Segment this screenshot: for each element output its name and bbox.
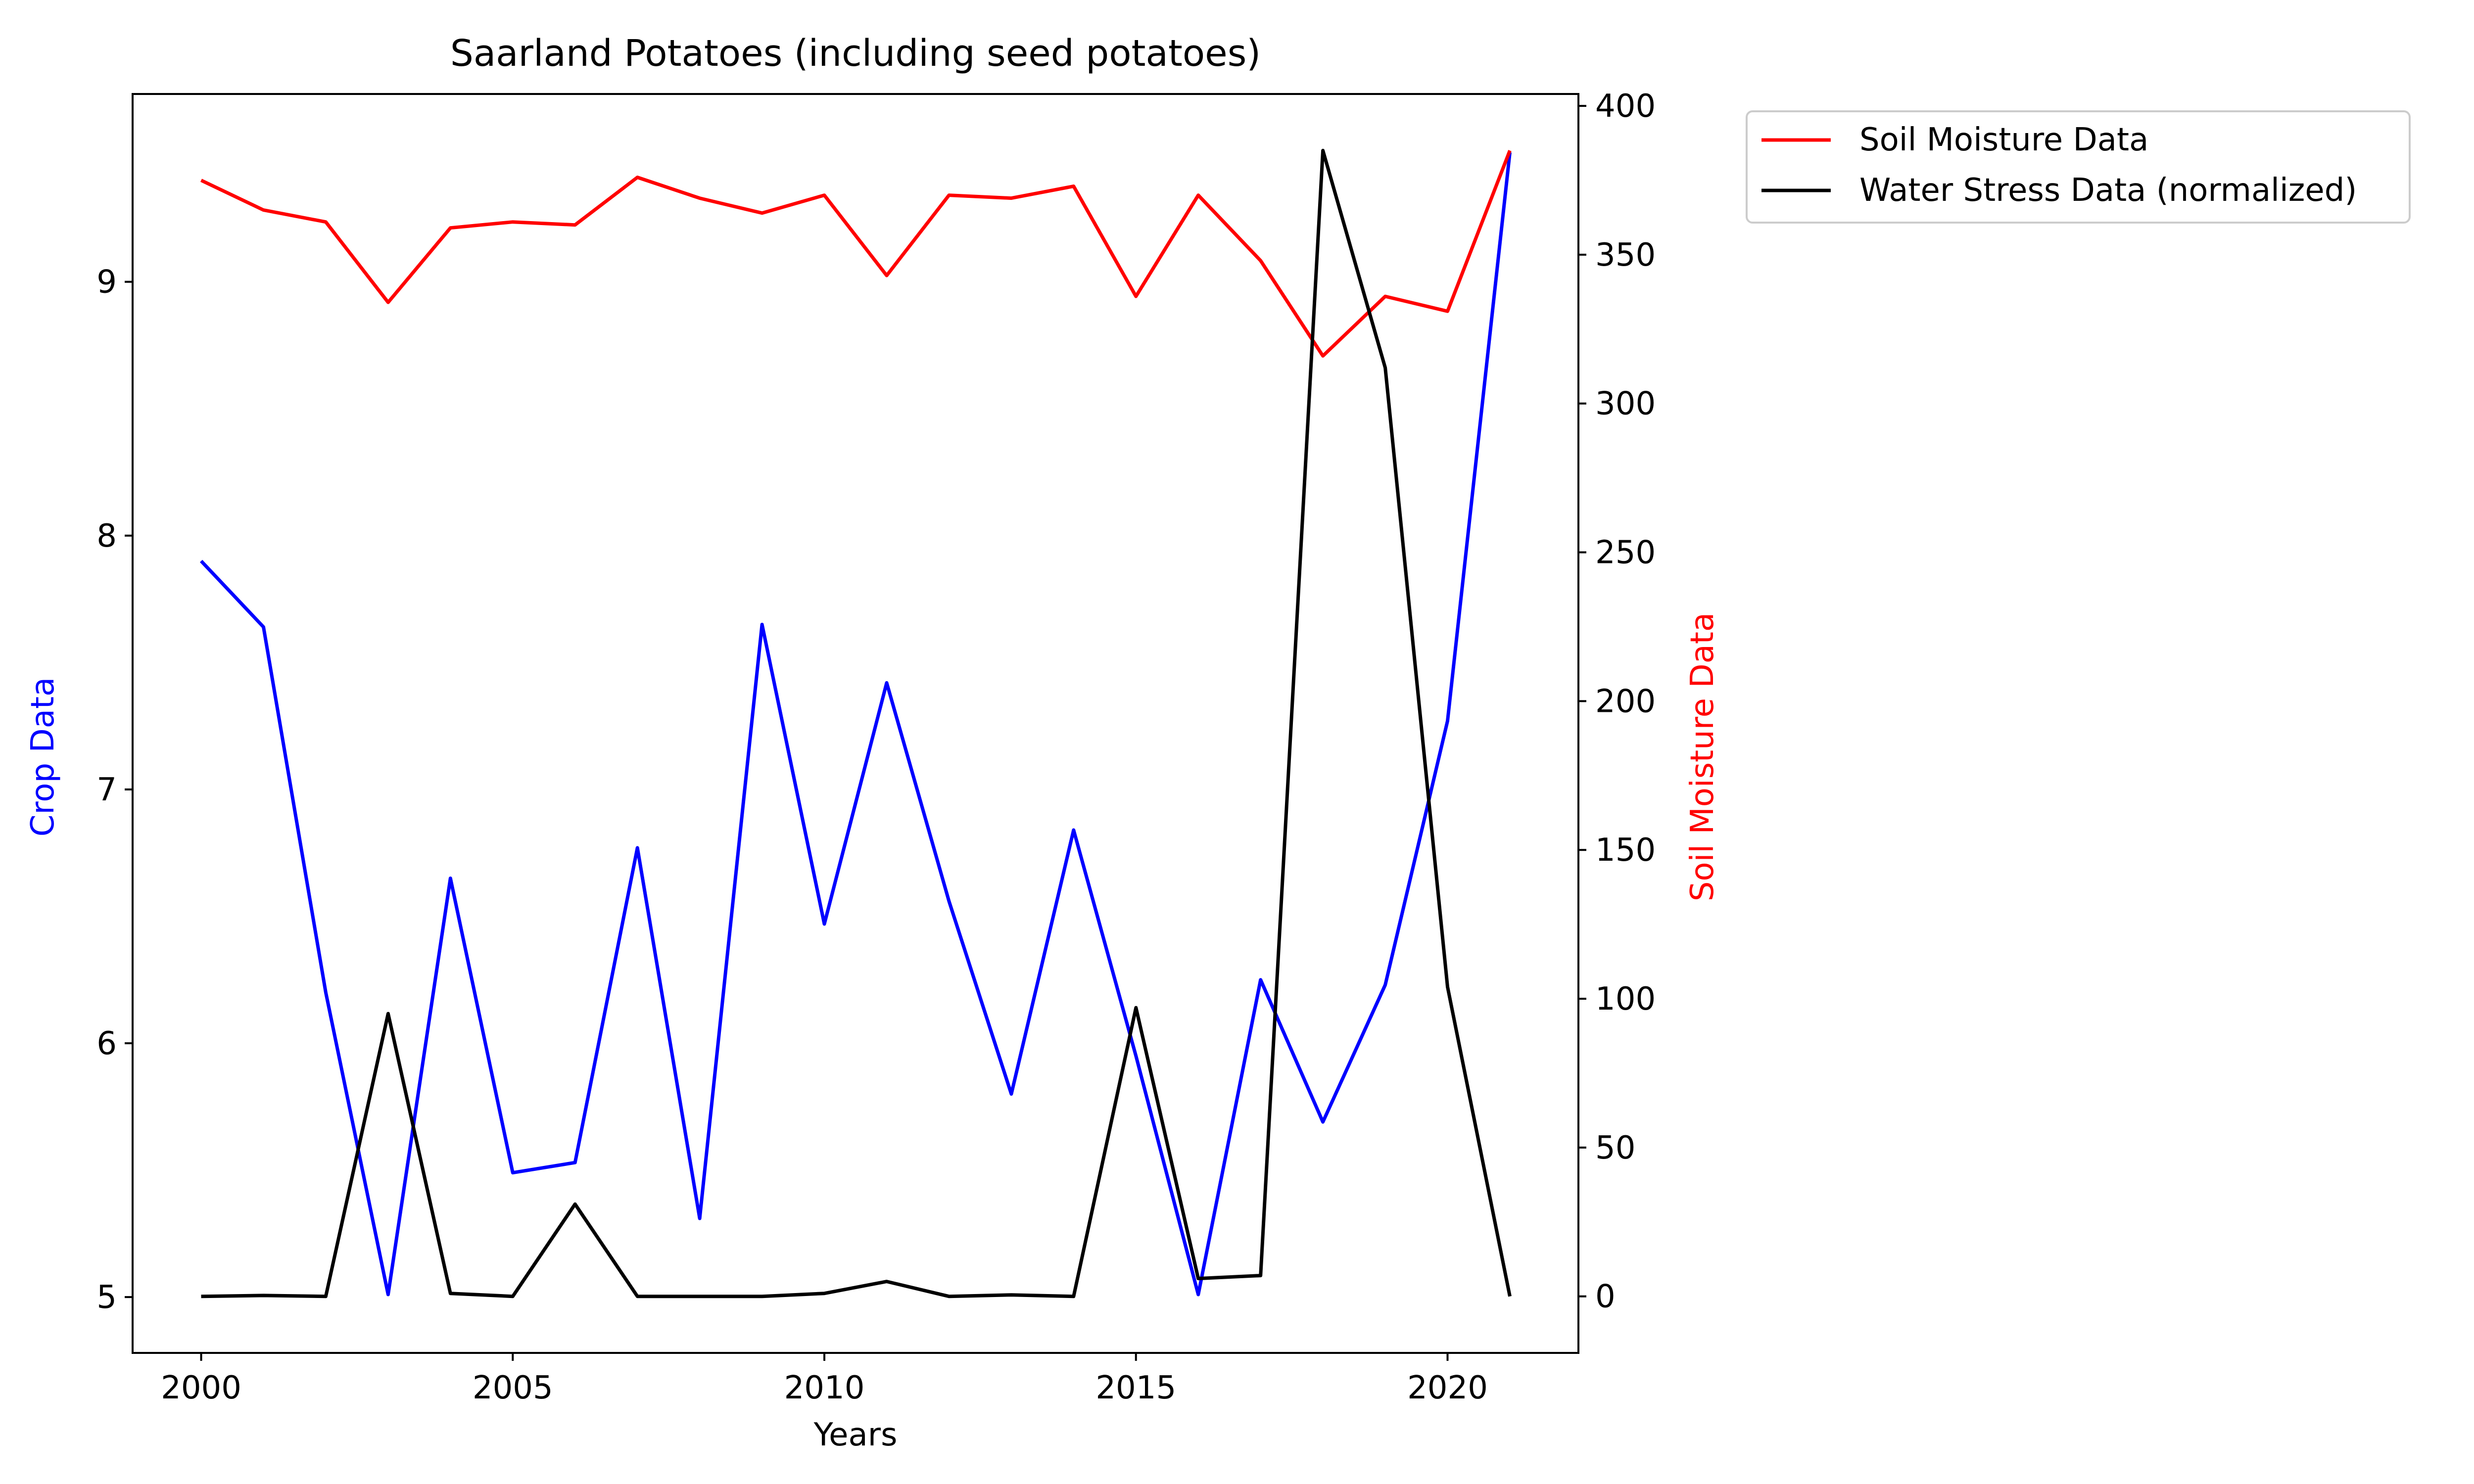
y-right-tick-label: 200 [1595, 683, 1656, 720]
y-left-tick-label: 7 [96, 772, 117, 808]
legend: Soil Moisture Data Water Stress Data (no… [1746, 110, 2411, 224]
y-right-tick-label: 100 [1595, 981, 1656, 1018]
chart-title: Saarland Potatoes (including seed potato… [450, 32, 1261, 75]
x-tick-label: 2020 [1407, 1370, 1488, 1406]
x-tick-label: 2010 [784, 1370, 865, 1406]
water-stress-line [201, 148, 1512, 1298]
y-right-tick-label: 300 [1595, 386, 1656, 422]
soil-moisture-line [200, 150, 1512, 358]
legend-label-soil-moisture: Soil Moisture Data [1859, 122, 2148, 158]
x-tick-label: 2015 [1095, 1370, 1176, 1406]
y-right-tick-label: 250 [1595, 535, 1656, 571]
y-right-tick-label: 350 [1595, 237, 1656, 274]
x-axis-label: Years [813, 1417, 898, 1453]
y-axis-label-right: Soil Moisture Data [1684, 612, 1721, 901]
y-left-tick-label: 9 [96, 264, 117, 301]
y-right-tick-label: 150 [1595, 832, 1656, 869]
y-left-tick-label: 5 [96, 1279, 117, 1316]
y-right-tick-label: 400 [1595, 88, 1656, 125]
legend-box [1746, 110, 2411, 224]
y-axis-label-left: Crop Data [25, 677, 61, 837]
y-right-tick-label: 50 [1595, 1130, 1635, 1166]
crop-data-line [199, 152, 1512, 1297]
x-tick-label: 2005 [473, 1370, 553, 1406]
y-right-tick-label: 0 [1595, 1279, 1616, 1315]
plot-frame [132, 93, 1579, 1354]
y-left-tick-label: 8 [96, 518, 117, 555]
y-left-tick-label: 6 [96, 1025, 117, 1062]
legend-label-water-stress: Water Stress Data (normalized) [1859, 172, 2357, 209]
x-tick-label: 2000 [161, 1370, 241, 1406]
